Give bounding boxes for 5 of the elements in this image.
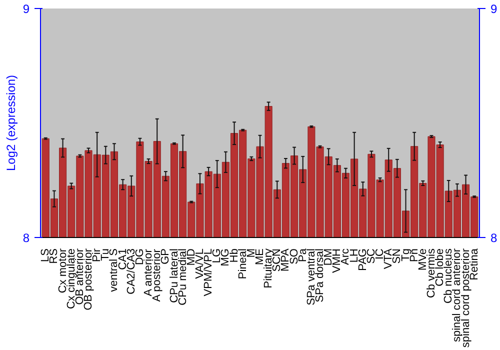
x-tick-label: Tg bbox=[400, 248, 412, 262]
y2-tick-label: 9 bbox=[490, 2, 498, 16]
y2-tick-label: 8 bbox=[490, 231, 498, 245]
y-axis-title: Log2 (expression) bbox=[4, 74, 18, 172]
x-tick-label: OB posterior bbox=[82, 248, 95, 310]
